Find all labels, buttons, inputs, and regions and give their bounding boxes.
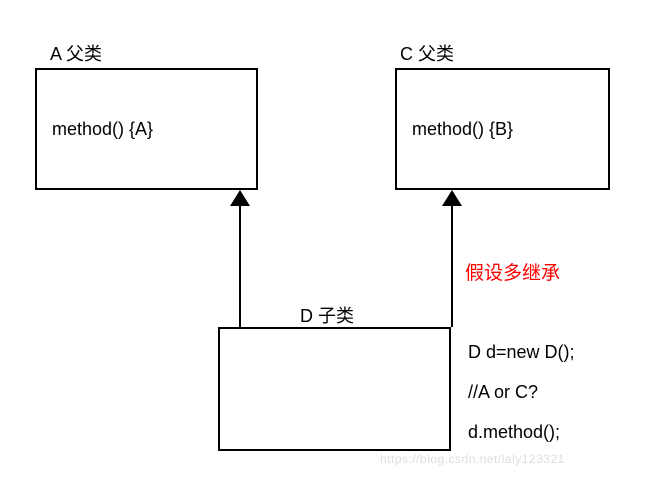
- box-c-method: method() {B}: [412, 119, 513, 140]
- code-line-3: d.method();: [468, 422, 560, 443]
- box-a: method() {A}: [35, 68, 258, 190]
- code-line-2: //A or C?: [468, 382, 538, 403]
- watermark-text: https://blog.csdn.net/laly123321: [380, 452, 565, 466]
- code-line-1: D d=new D();: [468, 342, 575, 363]
- arrow-d-to-c-head: [442, 190, 462, 206]
- box-d: [218, 327, 451, 451]
- annotation-text: 假设多继承: [465, 258, 560, 285]
- box-d-label: D 子类: [300, 302, 354, 328]
- box-c: method() {B}: [395, 68, 610, 190]
- box-a-method: method() {A}: [52, 119, 153, 140]
- arrow-d-to-a-head: [230, 190, 250, 206]
- arrow-d-to-c-line: [451, 200, 453, 327]
- arrow-d-to-a-line: [239, 200, 241, 327]
- box-a-label: A 父类: [50, 40, 102, 66]
- box-c-label: C 父类: [400, 40, 454, 66]
